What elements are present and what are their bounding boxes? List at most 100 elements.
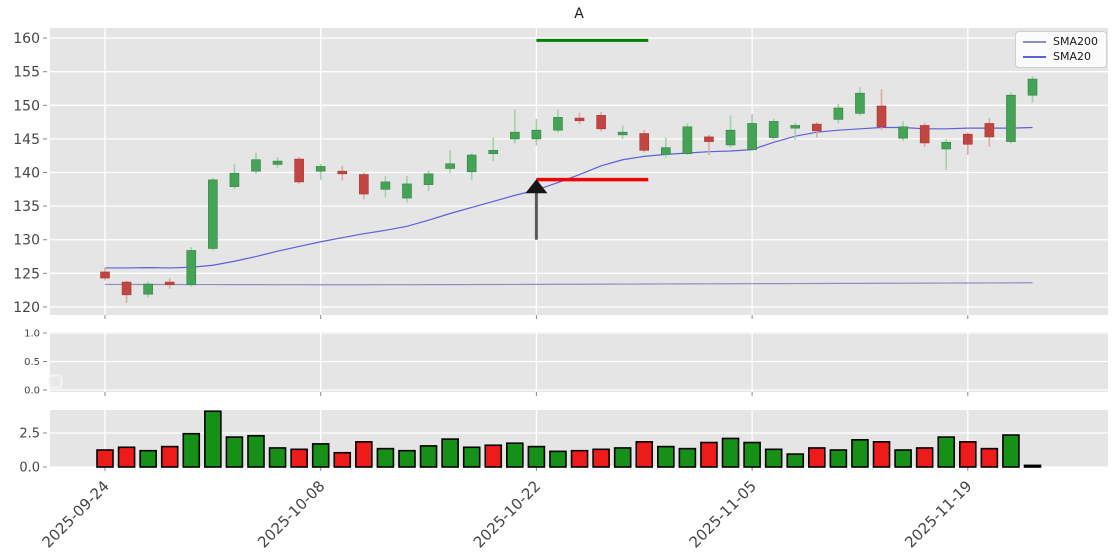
legend-label-sma200: SMA200 xyxy=(1053,35,1098,48)
legend-item-sma20: SMA20 xyxy=(1023,51,1098,63)
candlestick xyxy=(488,150,499,154)
candlestick xyxy=(510,131,520,140)
volume-bar xyxy=(592,448,610,468)
legend-label-sma20: SMA20 xyxy=(1053,50,1091,63)
chart-title: A xyxy=(574,6,584,22)
candlestick xyxy=(531,129,542,140)
volume-bar xyxy=(527,445,546,468)
candlestick xyxy=(251,159,261,172)
sma200-line xyxy=(105,282,1033,286)
volume-bar xyxy=(635,441,654,468)
candlestick xyxy=(100,271,110,279)
candlestick xyxy=(855,92,865,114)
candlestick xyxy=(143,283,153,295)
y-axis-tick-label: 160 xyxy=(13,31,40,47)
volume-bar xyxy=(915,447,934,468)
candlestick xyxy=(1006,94,1016,142)
y-axis-tick-label: 140 xyxy=(13,166,40,182)
volume-bar xyxy=(290,448,308,468)
volume-bar xyxy=(743,441,761,468)
volume-bar xyxy=(225,436,244,468)
candlestick xyxy=(315,166,326,172)
candlestick xyxy=(747,123,757,150)
volume-bar xyxy=(721,437,740,468)
candlestick xyxy=(359,174,369,195)
sma200-line-swatch xyxy=(1023,41,1046,43)
y-axis-tick-label: 0.0 xyxy=(24,386,40,397)
volume-bar xyxy=(657,445,675,468)
y-axis-tick-label: 150 xyxy=(13,98,40,114)
volume-bar xyxy=(96,449,114,468)
candlestick xyxy=(876,105,887,128)
candlestick xyxy=(423,173,434,185)
volume-bar xyxy=(462,446,481,468)
candlestick xyxy=(402,183,412,199)
empty-legend-box xyxy=(48,374,63,389)
y-axis-tick-label: 135 xyxy=(13,199,40,215)
candlestick xyxy=(898,126,908,139)
volume-bar xyxy=(958,441,977,468)
volume-bar xyxy=(678,447,697,468)
candlestick xyxy=(208,179,218,249)
volume-bar xyxy=(484,444,503,468)
y-axis-tick-label: 125 xyxy=(13,266,40,282)
volume-bar xyxy=(613,447,632,468)
candlestick xyxy=(553,117,563,131)
y-axis-tick-label: 1.0 xyxy=(24,329,40,340)
candlestick xyxy=(919,125,930,144)
volume-bar xyxy=(419,445,438,468)
sma20-line-swatch xyxy=(1023,56,1046,58)
candlestick xyxy=(380,181,391,190)
candlestick xyxy=(574,117,585,122)
candlestick xyxy=(617,131,628,136)
candlestick xyxy=(833,107,844,120)
candlestick xyxy=(962,133,973,145)
x-axis-date-label: 2025-11-05 xyxy=(686,477,760,551)
volume-bar xyxy=(786,453,805,468)
volume-bar xyxy=(247,434,265,468)
candlestick xyxy=(941,141,952,150)
volume-bar xyxy=(808,447,826,468)
y-axis-tick-label: 130 xyxy=(13,233,40,249)
candlestick xyxy=(229,172,240,187)
x-axis-date-label: 2025-09-24 xyxy=(38,477,112,551)
volume-bar xyxy=(1002,434,1020,468)
buy-arrow-head xyxy=(525,179,548,194)
y-axis-tick-label: 0.0 xyxy=(19,461,40,476)
volume-bar xyxy=(441,438,459,468)
candlestick xyxy=(661,147,671,155)
candlestick xyxy=(164,281,175,286)
volume-bar xyxy=(570,449,589,468)
x-axis-date-label: 2025-10-08 xyxy=(254,477,328,551)
volume-bar xyxy=(268,447,287,468)
candlestick xyxy=(466,154,477,173)
legend-item-sma200: SMA200 xyxy=(1023,36,1098,48)
y-axis-tick-label: 2.5 xyxy=(19,427,40,442)
y-axis-tick-label: 0.5 xyxy=(24,357,40,368)
candlestick xyxy=(768,121,779,138)
volume-bar xyxy=(311,443,330,468)
volume-bar xyxy=(117,446,136,468)
main-panel-background xyxy=(50,28,1108,315)
volume-bar xyxy=(549,450,567,468)
y-axis-tick-label: 155 xyxy=(13,65,40,81)
candlestick xyxy=(596,115,606,130)
volume-bar xyxy=(376,447,395,468)
candlestick xyxy=(704,136,714,142)
x-axis-date-label: 2025-11-19 xyxy=(901,477,975,551)
candlestick xyxy=(186,250,197,286)
volume-bar xyxy=(160,445,179,468)
candlestick xyxy=(1027,78,1038,96)
volume-bar xyxy=(398,449,416,468)
volume-bar xyxy=(894,449,912,468)
candlestick xyxy=(984,123,995,138)
candlestick xyxy=(725,129,736,146)
candlestick xyxy=(812,123,822,132)
volume-bar xyxy=(355,441,373,468)
candlestick xyxy=(445,163,455,169)
volume-bar xyxy=(506,442,524,468)
x-axis-date-label: 2025-10-22 xyxy=(470,477,544,551)
candlestick xyxy=(121,281,132,296)
